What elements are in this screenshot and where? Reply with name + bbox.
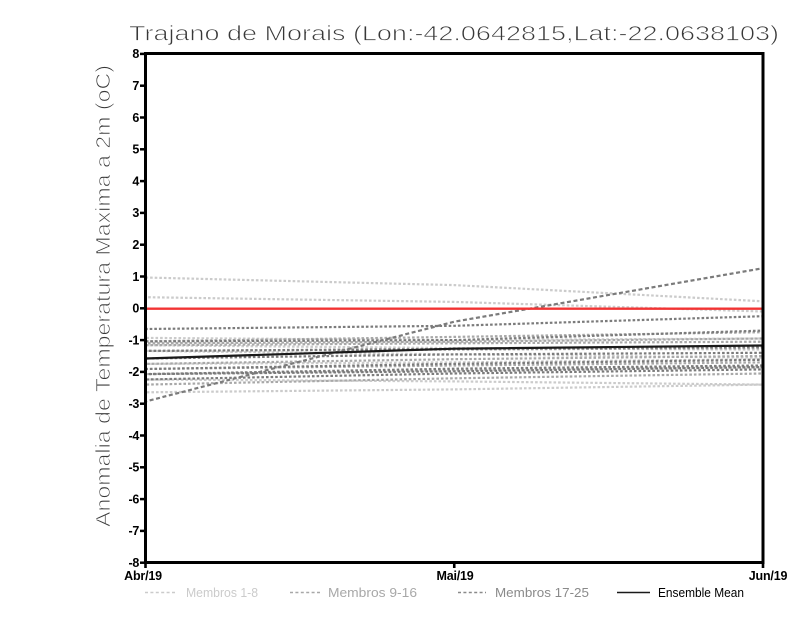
- svg-text:-4: -4: [128, 429, 139, 443]
- svg-text:-2: -2: [128, 365, 139, 379]
- svg-text:-8: -8: [128, 556, 139, 570]
- svg-text:1: 1: [132, 270, 139, 284]
- svg-text:Trajano de Morais (Lon:-42.064: Trajano de Morais (Lon:-42.0642815,Lat:-…: [129, 23, 779, 46]
- svg-text:-5: -5: [128, 461, 139, 475]
- svg-text:8: 8: [132, 47, 139, 61]
- svg-text:-7: -7: [128, 524, 139, 538]
- svg-text:Abr/19: Abr/19: [124, 569, 162, 583]
- svg-text:Mai/19: Mai/19: [436, 569, 473, 583]
- svg-text:Membros 1-8: Membros 1-8: [186, 585, 258, 600]
- svg-text:4: 4: [132, 174, 139, 188]
- svg-text:Ensemble Mean: Ensemble Mean: [658, 585, 744, 600]
- svg-text:-6: -6: [128, 492, 139, 506]
- svg-text:5: 5: [132, 143, 139, 157]
- svg-text:Membros 9-16: Membros 9-16: [328, 585, 417, 600]
- svg-text:6: 6: [132, 111, 139, 125]
- svg-text:3: 3: [132, 206, 139, 220]
- svg-text:7: 7: [132, 79, 139, 93]
- svg-text:Anomalia de Temperatura Maxima: Anomalia de Temperatura Maxima a 2m (oC): [93, 65, 115, 527]
- svg-text:0: 0: [132, 302, 139, 316]
- svg-text:-1: -1: [128, 333, 139, 347]
- svg-text:2: 2: [132, 238, 139, 252]
- svg-text:-3: -3: [128, 397, 139, 411]
- svg-text:Membros 17-25: Membros 17-25: [495, 585, 589, 600]
- svg-text:Jun/19: Jun/19: [749, 569, 788, 583]
